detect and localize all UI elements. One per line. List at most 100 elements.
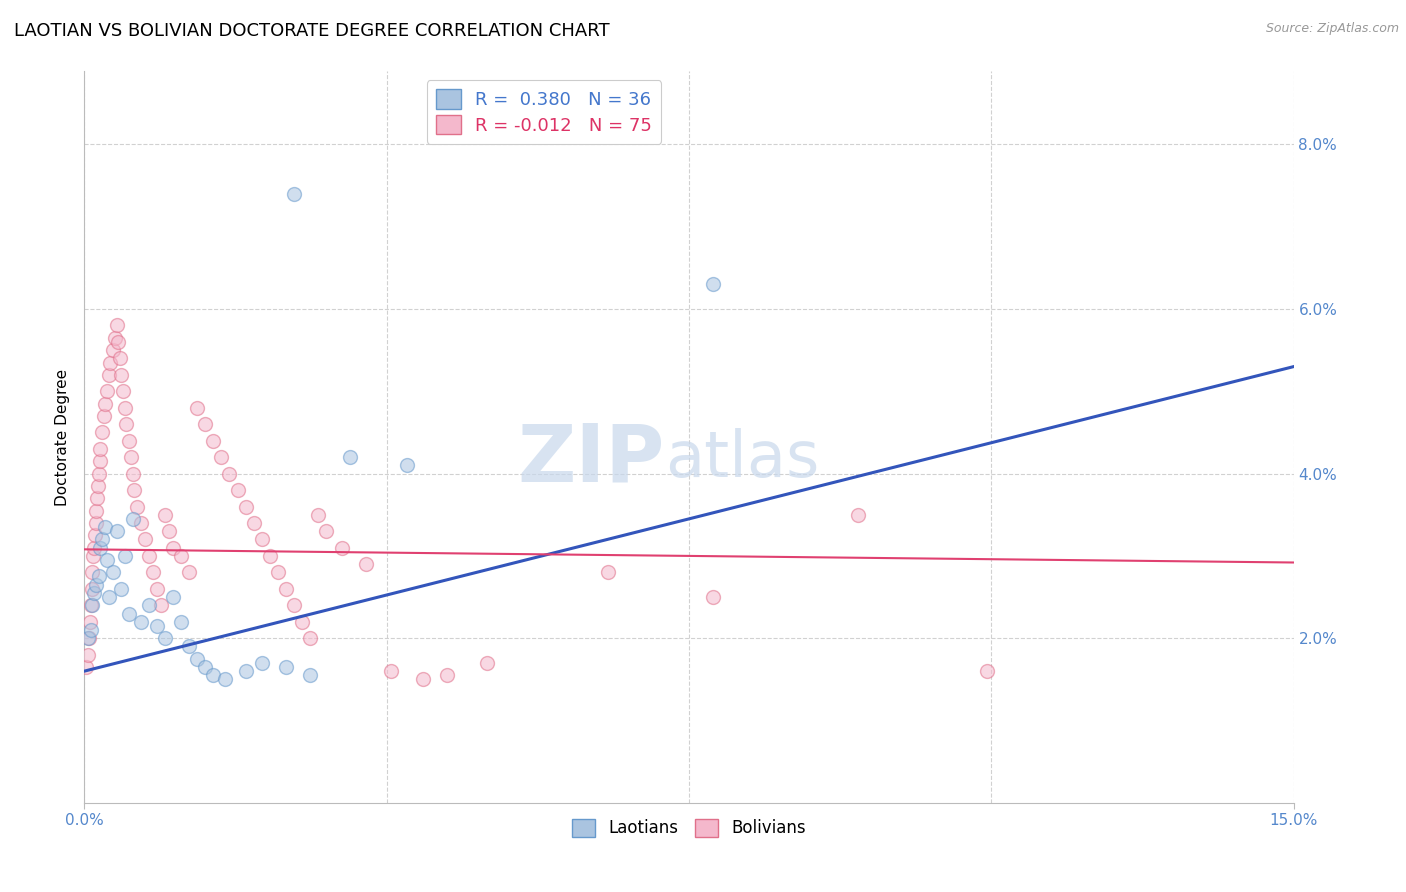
Point	[186, 401, 208, 415]
Point	[110, 582, 132, 596]
Point	[153, 508, 176, 522]
Point	[194, 417, 217, 432]
Point	[121, 512, 143, 526]
Point	[83, 541, 105, 555]
Point	[91, 533, 114, 547]
Point	[86, 578, 108, 592]
Point	[976, 664, 998, 678]
Point	[162, 541, 184, 555]
Point	[138, 549, 160, 563]
Point	[82, 566, 104, 580]
Point	[162, 590, 184, 604]
Point	[86, 491, 108, 506]
Point	[108, 351, 131, 366]
Point	[96, 553, 118, 567]
Point	[153, 631, 176, 645]
Point	[274, 582, 297, 596]
Point	[89, 442, 111, 456]
Text: atlas: atlas	[665, 428, 820, 490]
Point	[77, 631, 100, 645]
Point	[118, 434, 141, 448]
Point	[129, 516, 152, 530]
Point	[101, 566, 124, 580]
Point	[179, 640, 201, 654]
Point	[142, 566, 165, 580]
Point	[267, 566, 290, 580]
Point	[82, 549, 104, 563]
Point	[101, 343, 124, 358]
Point	[283, 599, 305, 613]
Point	[80, 582, 103, 596]
Point	[112, 384, 135, 399]
Point	[477, 656, 499, 670]
Point	[125, 500, 148, 514]
Point	[107, 334, 129, 349]
Point	[330, 541, 353, 555]
Point	[84, 516, 107, 530]
Y-axis label: Doctorate Degree: Doctorate Degree	[55, 368, 70, 506]
Point	[702, 590, 724, 604]
Point	[702, 277, 724, 292]
Point	[75, 660, 97, 674]
Point	[157, 524, 180, 539]
Point	[250, 533, 273, 547]
Point	[120, 450, 142, 465]
Point	[77, 631, 100, 645]
Point	[250, 656, 273, 670]
Point	[395, 458, 418, 473]
Text: ZIP: ZIP	[517, 420, 665, 498]
Point	[380, 664, 402, 678]
Point	[170, 615, 193, 629]
Text: Source: ZipAtlas.com: Source: ZipAtlas.com	[1265, 22, 1399, 36]
Point	[274, 660, 297, 674]
Point	[91, 425, 114, 440]
Point	[291, 615, 314, 629]
Point	[436, 668, 458, 682]
Point	[98, 355, 121, 369]
Point	[146, 619, 169, 633]
Point	[214, 673, 236, 687]
Point	[235, 500, 257, 514]
Point	[79, 615, 101, 629]
Point	[846, 508, 869, 522]
Point	[89, 454, 111, 468]
Point	[87, 479, 110, 493]
Point	[124, 483, 146, 497]
Point	[356, 557, 378, 571]
Point	[339, 450, 361, 465]
Point	[149, 599, 172, 613]
Point	[97, 368, 120, 382]
Point	[83, 586, 105, 600]
Point	[299, 668, 322, 682]
Point	[202, 434, 225, 448]
Legend: Laotians, Bolivians: Laotians, Bolivians	[564, 810, 814, 846]
Point	[80, 623, 103, 637]
Point	[83, 528, 105, 542]
Point	[299, 631, 322, 645]
Point	[218, 467, 240, 481]
Point	[114, 401, 136, 415]
Point	[97, 590, 120, 604]
Point	[118, 607, 141, 621]
Point	[412, 673, 434, 687]
Point	[146, 582, 169, 596]
Point	[202, 668, 225, 682]
Point	[76, 648, 98, 662]
Point	[138, 599, 160, 613]
Point	[105, 318, 128, 333]
Point	[235, 664, 257, 678]
Point	[93, 409, 115, 423]
Point	[82, 599, 104, 613]
Point	[209, 450, 232, 465]
Point	[93, 520, 115, 534]
Point	[114, 549, 136, 563]
Point	[134, 533, 156, 547]
Point	[94, 397, 117, 411]
Point	[87, 467, 110, 481]
Text: LAOTIAN VS BOLIVIAN DOCTORATE DEGREE CORRELATION CHART: LAOTIAN VS BOLIVIAN DOCTORATE DEGREE COR…	[14, 22, 610, 40]
Point	[194, 660, 217, 674]
Point	[86, 503, 108, 517]
Point	[121, 467, 143, 481]
Point	[129, 615, 152, 629]
Point	[115, 417, 138, 432]
